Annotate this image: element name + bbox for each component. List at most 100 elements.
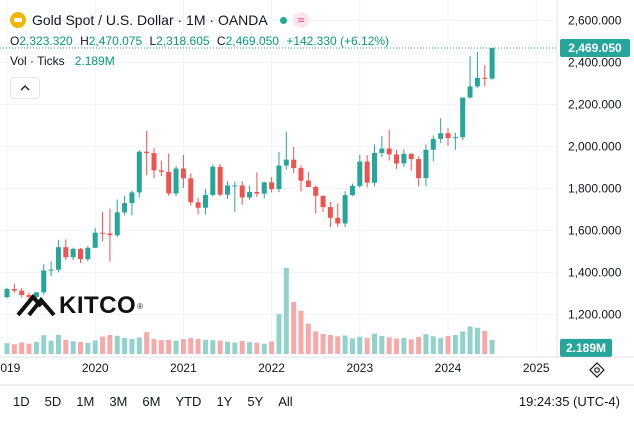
candle-body	[489, 47, 495, 79]
timeframe-5y[interactable]: 5Y	[247, 394, 264, 409]
volume-bar	[357, 336, 363, 354]
candles	[0, 47, 557, 301]
chart-clock: 19:24:35 (UTC-4)	[518, 394, 620, 409]
volume-bar	[247, 342, 253, 354]
volume-bar	[41, 335, 47, 354]
volume-bar	[489, 339, 495, 354]
candle-body	[342, 195, 348, 224]
volume-bar	[136, 337, 142, 354]
volume-bar	[202, 339, 208, 354]
candle-body	[195, 202, 201, 208]
candle-body	[11, 288, 17, 291]
candle-body	[261, 182, 267, 194]
ohlc-legend: O2,323.320 H2,470.075 L2,318.605 C2,469.…	[10, 34, 393, 48]
open-value: 2,323.320	[19, 34, 73, 48]
candle-body	[291, 159, 297, 169]
candle-body	[423, 149, 429, 179]
candle-body	[151, 153, 157, 171]
time-tick-label: 2021	[170, 361, 197, 375]
candle-body	[70, 248, 76, 258]
registered-mark: ®	[137, 301, 144, 311]
price-tick-label: 2,600.000	[568, 13, 622, 27]
time-tick-label: 2025	[523, 361, 550, 375]
volume-bar	[394, 338, 400, 354]
volume-bar	[438, 338, 444, 354]
candle-body	[408, 153, 414, 160]
candle-body	[386, 148, 392, 155]
candle-body	[26, 295, 32, 297]
axes	[0, 0, 634, 386]
volume-bar	[33, 341, 39, 354]
volume-bar	[298, 310, 304, 354]
time-tick-label: 2022	[258, 361, 285, 375]
volume-bar	[166, 339, 172, 354]
candle-body	[166, 171, 172, 194]
volume-bar	[474, 327, 480, 354]
volume-bar	[55, 334, 61, 354]
timeframe-1d[interactable]: 1D	[13, 394, 30, 409]
volume-bar	[107, 334, 113, 354]
volume-bar	[335, 336, 341, 354]
timeframe-3m[interactable]: 3M	[109, 394, 128, 409]
timeframe-6m[interactable]: 6M	[142, 394, 161, 409]
volume-bar	[129, 338, 135, 354]
candle-body	[239, 185, 245, 198]
candle-body	[379, 148, 385, 153]
last-volume-label: 2.189M	[566, 341, 606, 355]
candle-body	[394, 154, 400, 164]
price-tick-label: 1,600.000	[568, 223, 622, 237]
candle-body	[401, 153, 407, 164]
last-volume-badge	[560, 338, 612, 357]
candle-body	[254, 191, 260, 194]
timeframe-1m[interactable]: 1M	[76, 394, 95, 409]
candle-body	[430, 138, 436, 150]
candle-body	[136, 151, 142, 193]
market-status[interactable]: ≈	[279, 12, 310, 28]
volume-label[interactable]: Vol · Ticks	[10, 54, 65, 68]
timeframe-ytd[interactable]: YTD	[175, 394, 202, 409]
candle-body	[474, 77, 480, 87]
volume-bar	[372, 333, 377, 354]
price-tick-label: 2,200.000	[568, 97, 622, 111]
timeframe-5d[interactable]: 5D	[44, 394, 62, 409]
candle-body	[63, 247, 69, 258]
volume-bar	[467, 326, 473, 354]
candle-body	[305, 180, 311, 187]
chart-header: Gold Spot / U.S. Dollar · 1M · OANDA ≈	[10, 9, 310, 31]
timeframe-bar: 1D 5D 1M 3M 6M YTD 1Y 5Y All	[10, 392, 305, 411]
candle-body	[173, 168, 179, 194]
timeframe-all[interactable]: All	[278, 394, 293, 409]
volume-bar	[416, 336, 422, 354]
volume-value: 2.189M	[74, 54, 115, 68]
volume-bar	[122, 338, 128, 354]
candle-body	[122, 203, 128, 213]
auto-scale-icon[interactable]	[589, 362, 605, 378]
volume-bar	[114, 335, 120, 354]
candle-body	[357, 161, 363, 186]
volume-bar	[225, 341, 230, 354]
candle-body	[129, 192, 135, 204]
volume-bar	[445, 336, 451, 354]
collapse-legend-button[interactable]	[10, 77, 40, 99]
last-price-badge	[560, 38, 630, 57]
candle-body	[232, 185, 238, 187]
timeframe-1y[interactable]: 1Y	[216, 394, 233, 409]
candle-body	[452, 137, 458, 139]
candle-body	[19, 290, 25, 296]
candle-body	[247, 191, 253, 198]
candle-body	[55, 247, 61, 270]
market-open-dot-icon	[279, 16, 287, 24]
volume-bar	[63, 339, 69, 354]
candle-body	[269, 182, 275, 190]
volume-bar	[276, 314, 282, 354]
volume-bar	[144, 332, 150, 354]
volume-bar	[210, 340, 216, 354]
high-value: 2,470.075	[88, 34, 143, 48]
volume-bar	[78, 341, 83, 354]
status-badge[interactable]: ≈	[292, 12, 310, 28]
symbol-title[interactable]: Gold Spot / U.S. Dollar · 1M · OANDA	[32, 12, 268, 28]
volume-bar	[239, 341, 245, 354]
candle-body	[180, 168, 186, 179]
volume-bar	[19, 342, 25, 354]
